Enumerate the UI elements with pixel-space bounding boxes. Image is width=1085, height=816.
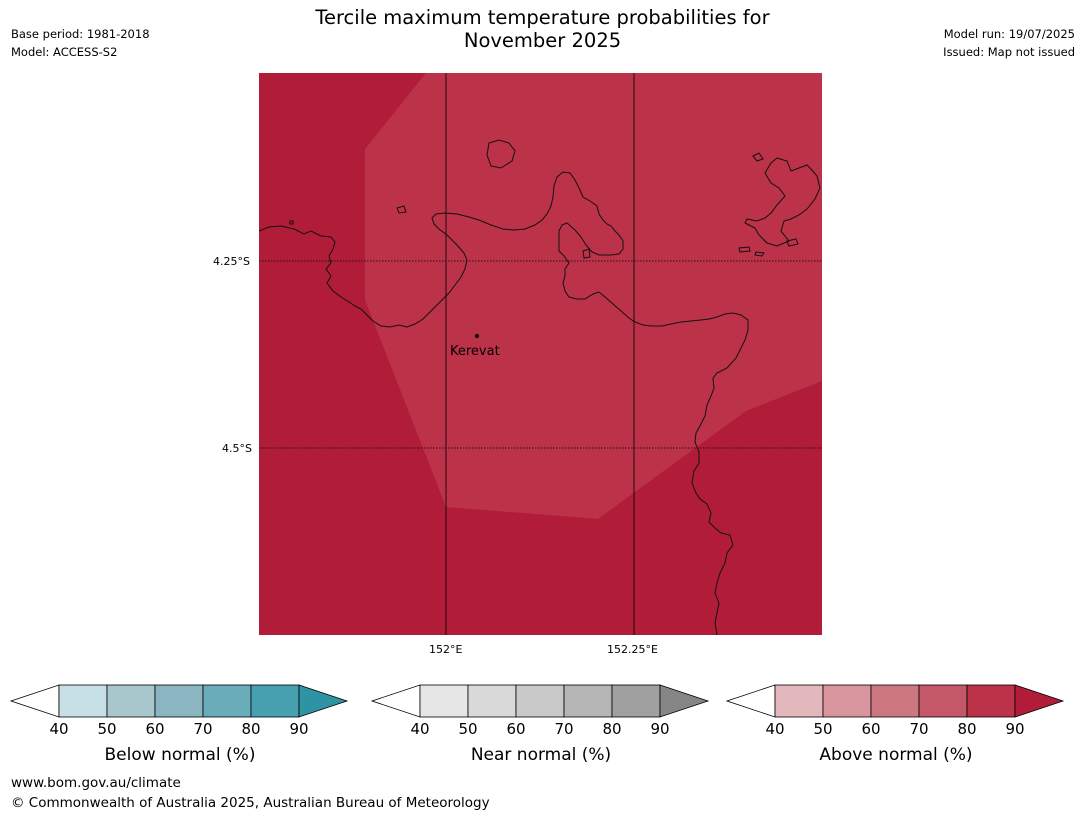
lon-label-152-25e: 152.25°E xyxy=(607,643,658,656)
near-tick-90: 90 xyxy=(650,720,670,738)
near-swatch-60-70 xyxy=(515,684,565,718)
islet-east-1 xyxy=(738,246,751,253)
coastline-group xyxy=(259,139,821,635)
near-over-arrow xyxy=(659,684,710,718)
below-swatch-40-50 xyxy=(58,684,108,718)
near-tick-40: 40 xyxy=(410,720,430,738)
issued-text: Issued: Map not issued xyxy=(943,45,1075,59)
below-tick-60: 60 xyxy=(145,720,165,738)
below-tick-90: 90 xyxy=(289,720,309,738)
near-swatch-50-60 xyxy=(467,684,517,718)
above-tick-60: 60 xyxy=(861,720,881,738)
footer-copyright: © Commonwealth of Australia 2025, Austra… xyxy=(11,795,490,811)
base-period-text: Base period: 1981-2018 xyxy=(11,27,150,41)
colorbar-above-label: Above normal (%) xyxy=(819,745,973,765)
header-left: Base period: 1981-2018 Model: ACCESS-S2 xyxy=(11,25,150,61)
above-swatch-80-90 xyxy=(966,684,1016,718)
lat-label-4-5s: 4.5°S xyxy=(222,442,252,455)
islet-east-2 xyxy=(754,251,765,257)
below-swatch-60-70 xyxy=(154,684,204,718)
lat-label-4-25s: 4.25°S xyxy=(213,255,250,268)
page-title: Tercile maximum temperature probabilitie… xyxy=(0,6,1085,52)
above-over-arrow xyxy=(1014,684,1065,718)
below-tick-50: 50 xyxy=(97,720,117,738)
near-tick-70: 70 xyxy=(554,720,574,738)
above-tick-90: 90 xyxy=(1005,720,1025,738)
islet-east-4 xyxy=(752,152,764,162)
near-swatch-80-90 xyxy=(611,684,661,718)
header-right: Model run: 19/07/2025 Issued: Map not is… xyxy=(943,25,1075,61)
map-region-above-80-90 xyxy=(365,73,822,519)
below-tick-80: 80 xyxy=(241,720,261,738)
colorbar-near-normal xyxy=(371,684,710,718)
colorbar-below-label: Below normal (%) xyxy=(104,745,256,765)
above-under-arrow xyxy=(726,684,776,718)
near-tick-80: 80 xyxy=(602,720,622,738)
below-tick-40: 40 xyxy=(49,720,69,738)
above-swatch-60-70 xyxy=(870,684,920,718)
island-northeast xyxy=(744,157,821,247)
near-under-arrow xyxy=(371,684,421,718)
islet-east-5 xyxy=(582,248,591,259)
below-tick-70: 70 xyxy=(193,720,213,738)
below-swatch-50-60 xyxy=(106,684,156,718)
colorbar-above-ticks: 40 50 60 70 80 90 xyxy=(726,721,1066,739)
above-swatch-50-60 xyxy=(822,684,872,718)
island-small-west xyxy=(396,205,407,214)
gridlines xyxy=(259,73,822,635)
above-tick-80: 80 xyxy=(957,720,977,738)
islet-east-3 xyxy=(786,238,799,247)
above-tick-70: 70 xyxy=(909,720,929,738)
model-text: Model: ACCESS-S2 xyxy=(11,45,118,59)
above-swatch-70-80 xyxy=(918,684,968,718)
colorbar-below-ticks: 40 50 60 70 80 90 xyxy=(10,721,350,739)
near-swatch-70-80 xyxy=(563,684,613,718)
footer-url[interactable]: www.bom.gov.au/climate xyxy=(11,775,181,791)
near-tick-60: 60 xyxy=(506,720,526,738)
above-tick-40: 40 xyxy=(765,720,785,738)
below-swatch-80-90 xyxy=(250,684,300,718)
lon-label-152e: 152°E xyxy=(429,643,463,656)
island-north xyxy=(486,139,516,169)
below-under-arrow xyxy=(10,684,60,718)
colorbar-above-normal xyxy=(726,684,1065,718)
islet-northwest xyxy=(289,220,294,225)
forecast-map: Kerevat xyxy=(259,73,822,635)
above-swatch-40-50 xyxy=(774,684,824,718)
near-tick-50: 50 xyxy=(458,720,478,738)
colorbar-below-normal xyxy=(10,684,349,718)
kerevat-marker xyxy=(475,334,479,338)
above-tick-50: 50 xyxy=(813,720,833,738)
title-line-2: November 2025 xyxy=(463,29,622,52)
coastline-west xyxy=(259,171,749,635)
colorbar-near-label: Near normal (%) xyxy=(470,745,612,765)
near-swatch-40-50 xyxy=(419,684,469,718)
model-run-text: Model run: 19/07/2025 xyxy=(943,27,1075,41)
title-line-1: Tercile maximum temperature probabilitie… xyxy=(315,6,770,29)
colorbar-near-ticks: 40 50 60 70 80 90 xyxy=(371,721,711,739)
kerevat-label: Kerevat xyxy=(450,344,500,359)
below-swatch-70-80 xyxy=(202,684,252,718)
below-over-arrow xyxy=(298,684,349,718)
